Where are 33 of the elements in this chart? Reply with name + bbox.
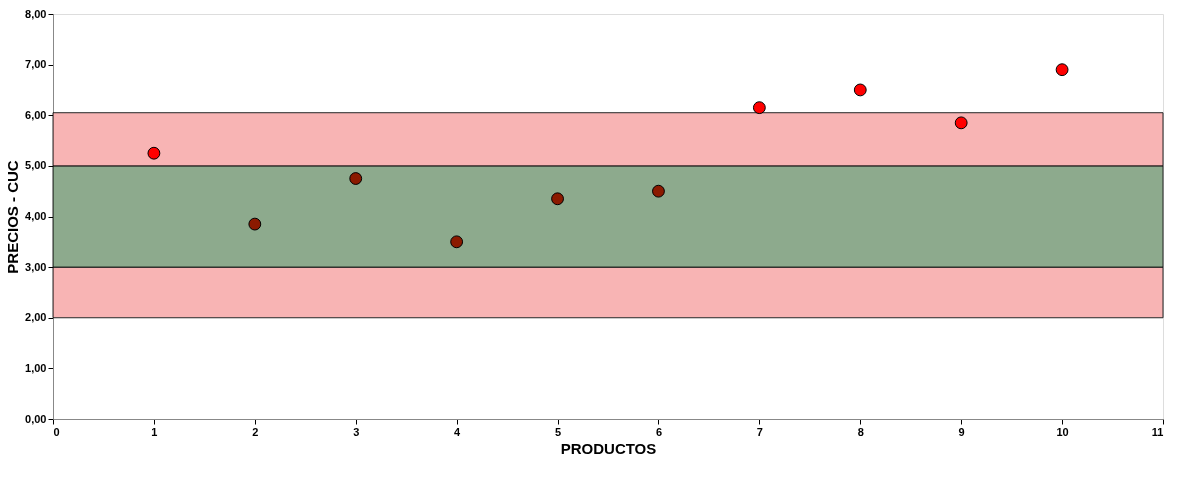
y-tick-label: 6,00 [25, 108, 47, 121]
point [853, 83, 867, 97]
x-tick-label: 2 [252, 425, 259, 438]
x-tick-label: 5 [554, 425, 562, 438]
x-tick-label: 4 [454, 425, 462, 438]
point [450, 235, 464, 249]
x-tick-label: 7 [756, 425, 763, 438]
x-tick-label: 3 [353, 425, 360, 438]
y-tick-label: 3,00 [25, 260, 47, 273]
y-tick-label: 8,00 [25, 7, 47, 20]
point [248, 217, 262, 231]
x-tick-label: 0 [53, 425, 60, 438]
y-tick-label: 2,00 [25, 311, 47, 324]
x-axis-title: PRODUCTOS [560, 439, 657, 457]
x-tick-label: 6 [655, 425, 663, 438]
y-tick-label: 7,00 [25, 58, 47, 71]
point [147, 146, 161, 160]
y-tick-label: 4,00 [25, 210, 47, 222]
y-tick-label: 1,00 [25, 361, 47, 374]
x-tick-label: 8 [857, 425, 864, 438]
y-tick-label: 5,00 [25, 159, 47, 172]
x-tick-label: 9 [958, 425, 965, 438]
point [954, 116, 968, 130]
y-tick-label: 0,00 [25, 412, 47, 425]
y-axis-title: PRECIOS - CUC [4, 160, 22, 274]
point [551, 192, 564, 206]
x-tick-label: 1 [151, 425, 158, 438]
x-tick-label: 11 [1151, 425, 1164, 438]
x-tick-label: 10 [1056, 425, 1069, 438]
point [349, 172, 363, 185]
point [752, 101, 766, 115]
point [1055, 63, 1069, 77]
point [652, 184, 665, 198]
